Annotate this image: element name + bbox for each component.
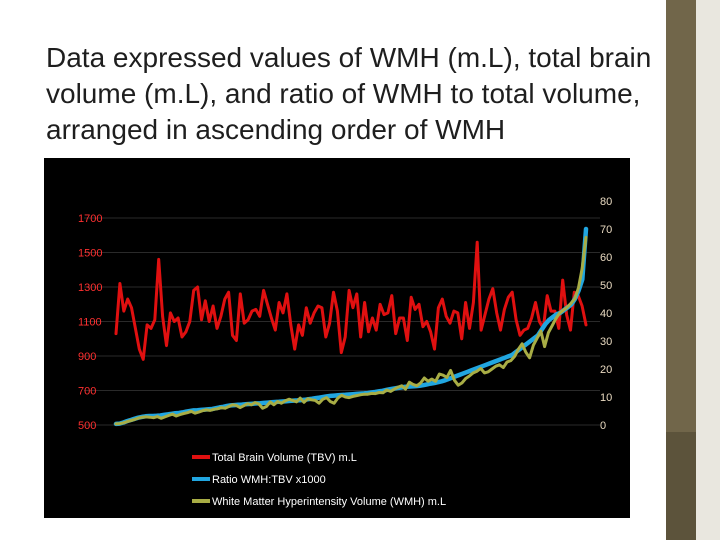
chart-legend: Total Brain Volume (TBV) m.L Ratio WMH:TB… [192,452,446,508]
right-axis-tick-label: 10 [600,392,612,404]
series-line-ratio [113,226,589,427]
legend-item-ratio: Ratio WMH:TBV x1000 [212,474,326,486]
decorative-side-bar-accent [666,432,696,540]
right-axis-ticks: 0 10 20 30 40 50 60 70 80 [600,196,612,432]
series-line-tbv [114,240,588,361]
slide-title: Data expressed values of WMH (m.L), tota… [46,42,652,145]
left-axis-tick-label: 1700 [78,213,102,225]
right-axis-tick-label: 0 [600,420,606,432]
left-axis-tick-label: 900 [78,351,96,363]
legend-item-tbv: Total Brain Volume (TBV) m.L [212,452,357,464]
left-axis-tick-label: 500 [78,420,96,432]
right-axis-tick-label: 60 [600,252,612,264]
right-axis-tick-label: 40 [600,308,612,320]
line-chart: 500 700 900 1100 1300 1500 1700 0 10 20 30 40 50 60 7… [78,196,612,508]
left-axis-tick-label: 1100 [78,317,102,329]
left-axis-tick-label: 1500 [78,248,102,260]
right-axis-tick-label: 70 [600,224,612,236]
chart-panel: 500 700 900 1100 1300 1500 1700 0 10 20 30 40 50 60 7… [44,158,630,518]
legend-item-wmh: White Matter Hyperintensity Volume (WMH)… [212,496,446,508]
decorative-side-strip [696,0,720,540]
chart-series [113,226,589,427]
right-axis-tick-label: 80 [600,196,612,208]
left-axis-tick-label: 1300 [78,282,102,294]
right-axis-tick-label: 20 [600,364,612,376]
series-line-wmh [114,235,588,426]
left-axis-tick-label: 700 [78,386,96,398]
right-axis-tick-label: 30 [600,336,612,348]
left-axis-ticks: 500 700 900 1100 1300 1500 1700 [78,213,102,432]
right-axis-tick-label: 50 [600,280,612,292]
